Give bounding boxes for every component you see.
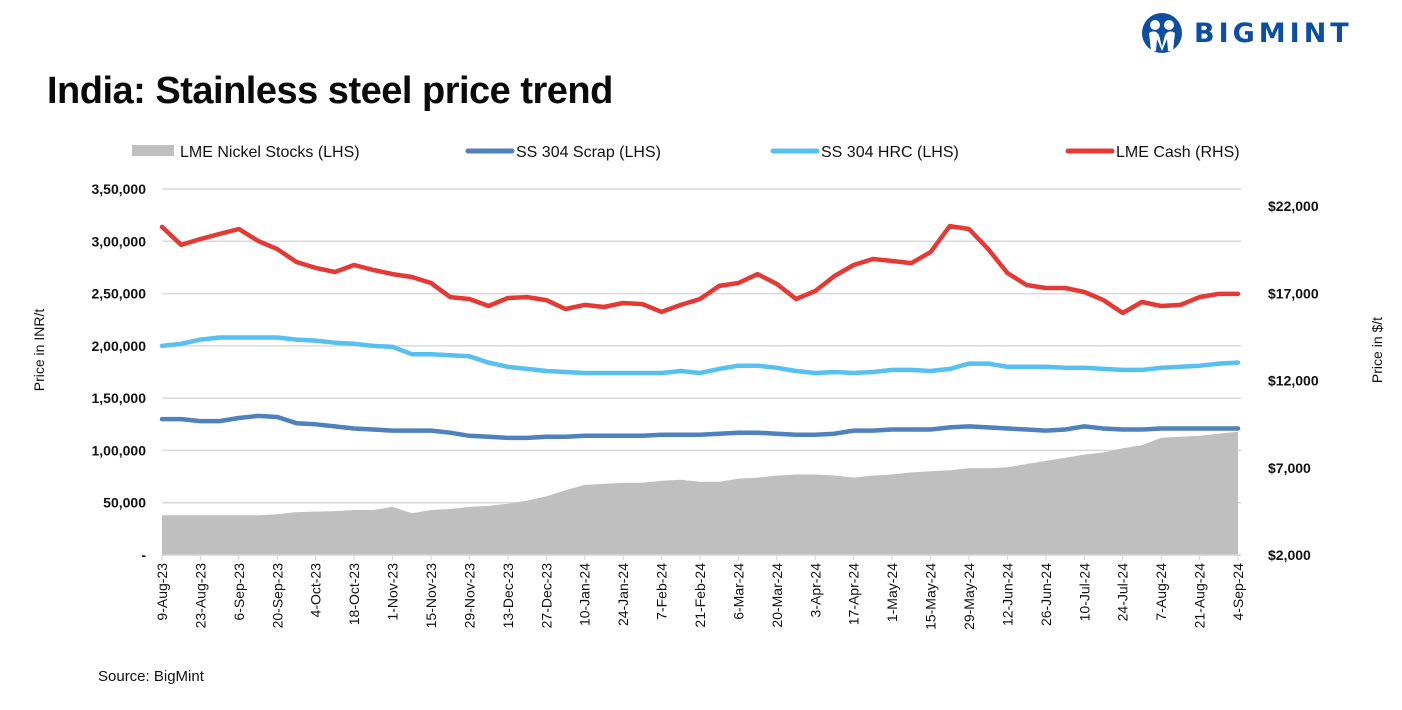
y-axis-title: Price in INR/t — [31, 309, 47, 392]
x-tick-label: 20-Mar-24 — [769, 563, 785, 628]
series-line-ss-304-hrc-lhs- — [159, 335, 1241, 376]
lines-layer — [159, 223, 1241, 441]
legend-item: LME Nickel Stocks (LHS) — [132, 144, 360, 161]
chart-title: India: Stainless steel price trend — [47, 70, 613, 112]
source-note: Source: BigMint — [98, 668, 204, 685]
y-tick-label: 2,00,000 — [92, 338, 147, 354]
x-tick-label: 6-Sep-23 — [231, 563, 247, 621]
legend-swatch — [132, 145, 174, 156]
area-layer — [162, 431, 1238, 555]
legend-label: LME Nickel Stocks (LHS) — [180, 144, 360, 161]
y-tick-label: - — [141, 547, 146, 563]
x-tick-label: 27-Dec-23 — [538, 563, 554, 629]
x-tick-label: 1-May-24 — [884, 563, 900, 622]
series-area-lme-nickel-stocks-lhs- — [162, 431, 1238, 555]
y2-tick-label: $7,000 — [1268, 460, 1311, 476]
legend: LME Nickel Stocks (LHS) SS 304 Scrap (LHS… — [132, 144, 1240, 161]
y-tick-label: 50,000 — [103, 495, 146, 511]
x-tick-label: 24-Jul-24 — [1115, 563, 1131, 622]
y2-tick-label: $12,000 — [1268, 373, 1319, 389]
y-tick-label: 1,50,000 — [92, 390, 147, 406]
bigmint-logo: BIGMINT — [1140, 10, 1353, 56]
bigmint-logo-icon — [1142, 13, 1182, 53]
x-tick-label: 29-May-24 — [961, 563, 977, 630]
x-tick-label: 17-Apr-24 — [846, 563, 862, 625]
legend-item: LME Cash (RHS) — [1065, 144, 1240, 161]
x-tick-label: 18-Oct-23 — [346, 563, 362, 625]
x-tick-label: 6-Mar-24 — [730, 563, 746, 620]
legend-label: LME Cash (RHS) — [1116, 144, 1240, 161]
y2-tick-label: $22,000 — [1268, 198, 1319, 214]
x-tick-label: 7-Aug-24 — [1153, 563, 1169, 621]
brand-name: BIGMINT — [1194, 17, 1353, 49]
x-tick-label: 7-Feb-24 — [654, 563, 670, 620]
series-line-ss-304-scrap-lhs- — [159, 413, 1241, 441]
y-tick-label: 3,50,000 — [92, 181, 147, 197]
y-tick-label: 1,00,000 — [92, 442, 147, 458]
y2-tick-label: $17,000 — [1268, 285, 1319, 301]
y2-axis-title: Price in $/t — [1369, 317, 1385, 383]
x-tick-label: 4-Sep-24 — [1230, 563, 1246, 621]
legend-item: SS 304 HRC (LHS) — [770, 144, 959, 161]
y2-tick-label: $2,000 — [1268, 547, 1311, 563]
x-tick-label: 29-Nov-23 — [461, 563, 477, 629]
y-tick-label: 2,50,000 — [92, 286, 147, 302]
x-tick-label: 12-Jun-24 — [999, 563, 1015, 626]
y-tick-label: 3,00,000 — [92, 233, 147, 249]
x-tick-label: 23-Aug-23 — [192, 563, 208, 629]
x-tick-label: 26-Jun-24 — [1038, 563, 1054, 626]
x-tick-label: 10-Jan-24 — [577, 563, 593, 626]
x-tick-label: 13-Dec-23 — [500, 563, 516, 629]
x-tick-label: 4-Oct-23 — [308, 563, 324, 618]
legend-label: SS 304 HRC (LHS) — [821, 144, 959, 161]
legend-item: SS 304 Scrap (LHS) — [465, 144, 661, 161]
x-tick-label: 20-Sep-23 — [269, 563, 285, 629]
x-tick-label: 24-Jan-24 — [615, 563, 631, 626]
x-tick-label: 1-Nov-23 — [385, 563, 401, 621]
series-line-lme-cash-rhs- — [159, 223, 1241, 316]
x-tick-label: 9-Aug-23 — [154, 563, 170, 621]
x-tick-label: 10-Jul-24 — [1076, 563, 1092, 622]
axes-layer: - 50,000 1,00,000 1,50,000 2,00,000 2,50,000 3… — [92, 181, 1319, 630]
x-tick-label: 21-Aug-24 — [1192, 563, 1208, 629]
legend-label: SS 304 Scrap (LHS) — [516, 144, 661, 161]
x-tick-label: 15-May-24 — [923, 563, 939, 630]
x-tick-label: 21-Feb-24 — [692, 563, 708, 628]
x-tick-label: 3-Apr-24 — [807, 563, 823, 618]
x-tick-label: 15-Nov-23 — [423, 563, 439, 629]
